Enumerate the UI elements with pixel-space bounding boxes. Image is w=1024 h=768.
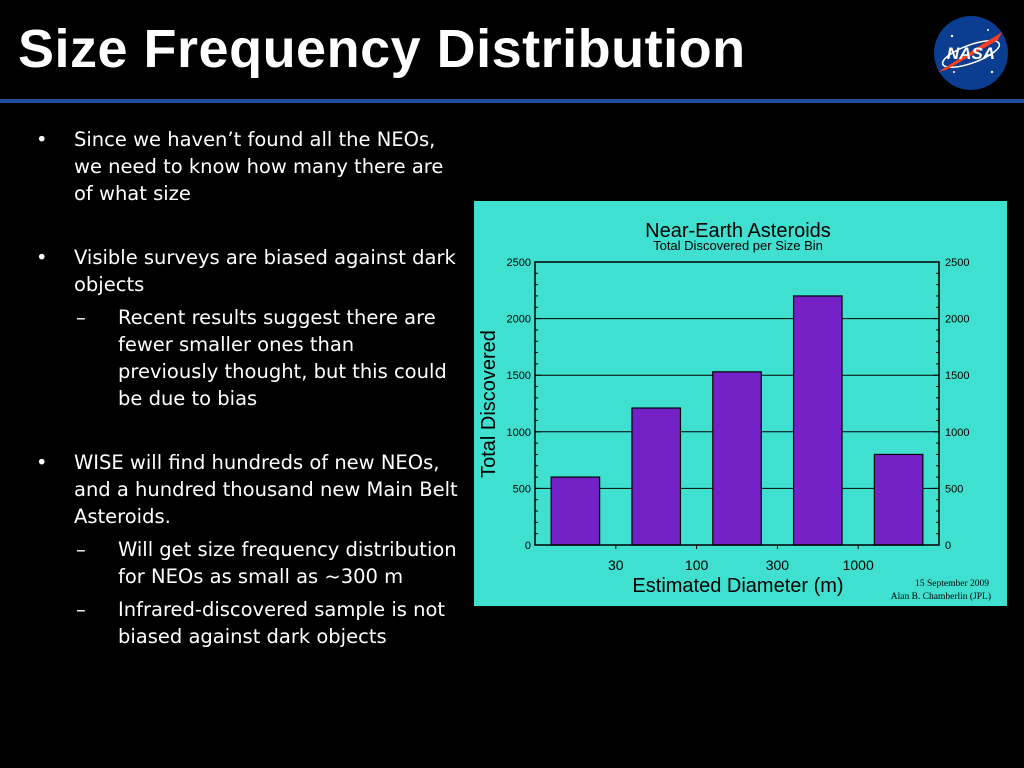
chart-credit-author: Alan B. Chamberlin (JPL) <box>891 591 991 602</box>
bullet-marker: • <box>36 451 48 474</box>
y-tick-label: 0 <box>525 540 531 552</box>
slide-title: Size Frequency Distribution <box>18 19 746 79</box>
y-tick-label-right: 1500 <box>945 370 969 382</box>
bullet-marker: • <box>36 246 48 269</box>
x-tick-label: 30 <box>608 557 624 573</box>
bullet-item: • Visible surveys are biased against dar… <box>30 244 460 412</box>
sub-bullet-item: – Recent results suggest there are fewer… <box>74 304 460 412</box>
bullet-item: • Since we haven’t found all the NEOs, w… <box>30 126 460 207</box>
bullet-text: Since we haven’t found all the NEOs, we … <box>74 128 444 205</box>
y-tick-label: 2500 <box>507 257 531 269</box>
x-tick-label: 100 <box>685 557 709 573</box>
y-tick-label-right: 0 <box>945 540 951 552</box>
chart-title: Near-Earth Asteroids <box>645 220 831 242</box>
y-tick-label-right: 1000 <box>945 427 969 439</box>
sub-bullet-text: Recent results suggest there are fewer s… <box>118 306 447 410</box>
sub-bullet-marker: – <box>76 538 86 561</box>
chart-subtitle: Total Discovered per Size Bin <box>653 238 823 253</box>
bullet-list: • Since we haven’t found all the NEOs, w… <box>30 126 460 687</box>
bullet-text: WISE will find hundreds of new NEOs, and… <box>74 451 458 528</box>
bullet-item: • WISE will find hundreds of new NEOs, a… <box>30 449 460 650</box>
bar-chart: Near-Earth Asteroids Total Discovered pe… <box>478 220 991 602</box>
y-tick-label: 2000 <box>507 314 531 326</box>
sub-bullet-marker: – <box>76 598 86 621</box>
nasa-logo-icon: NASA <box>934 16 1008 90</box>
y-tick-label: 1000 <box>507 427 531 439</box>
y-axis-label: Total Discovered <box>478 330 500 478</box>
bullet-marker: • <box>36 128 48 151</box>
y-tick-label: 1500 <box>507 370 531 382</box>
axis-ticks <box>535 261 939 549</box>
bar <box>550 476 601 546</box>
bullet-text: Visible surveys are biased against dark … <box>74 246 456 296</box>
chart-credit-date: 15 September 2009 <box>915 579 989 589</box>
chart-panel: Near-Earth Asteroids Total Discovered pe… <box>474 201 1007 606</box>
sub-bullet-item: – Infrared-discovered sample is not bias… <box>74 596 460 650</box>
tick-labels: 0 0 500 500 1000 1000 1500 1500 2000 2000 2500 2500… <box>507 257 970 573</box>
sub-bullet-item: – Will get size frequency distribution f… <box>74 536 460 590</box>
x-axis-label: Estimated Diameter (m) <box>632 575 843 597</box>
y-tick-label-right: 2000 <box>945 314 969 326</box>
bar <box>631 407 682 546</box>
x-tick-label: 1000 <box>843 557 874 573</box>
title-divider <box>0 99 1024 103</box>
y-tick-label-right: 500 <box>945 483 963 495</box>
bars <box>550 295 924 546</box>
x-tick-label: 300 <box>766 557 790 573</box>
plot-frame <box>534 261 940 546</box>
bar <box>792 295 843 546</box>
y-tick-label-right: 2500 <box>945 257 969 269</box>
bar <box>712 371 762 546</box>
sub-bullet-text: Will get size frequency distribution for… <box>118 538 457 588</box>
sub-bullet-marker: – <box>76 306 86 329</box>
nasa-logo-text: NASA <box>947 44 995 63</box>
sub-bullet-text: Infrared-discovered sample is not biased… <box>118 598 446 648</box>
bar <box>873 453 924 546</box>
y-tick-label: 500 <box>513 483 531 495</box>
